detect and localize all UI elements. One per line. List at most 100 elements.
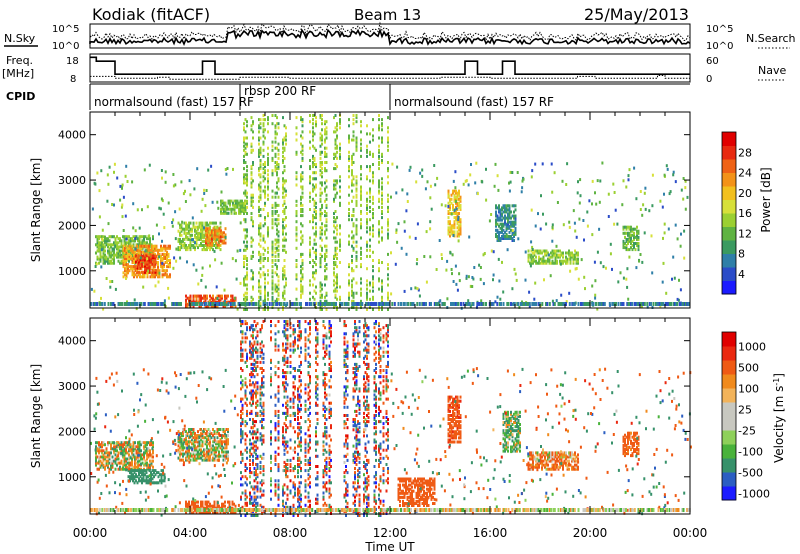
data-cell: [387, 144, 389, 148]
data-cell: [131, 461, 133, 465]
data-cell: [476, 302, 479, 306]
data-cell: [117, 253, 120, 257]
data-cell: [93, 181, 96, 185]
data-cell: [360, 287, 362, 291]
data-cell: [188, 237, 190, 241]
data-cell: [447, 230, 450, 234]
data-cell: [188, 246, 190, 250]
data-cell: [204, 452, 207, 456]
data-cell: [238, 211, 240, 215]
data-cell: [122, 248, 125, 252]
data-cell: [667, 227, 670, 231]
data-cell: [569, 255, 572, 259]
data-cell: [366, 293, 368, 297]
data-cell: [123, 235, 126, 239]
data-cell: [456, 288, 459, 292]
data-cell: [339, 242, 341, 246]
data-cell: [447, 210, 450, 213]
data-cell: [142, 479, 145, 483]
data-cell: [117, 467, 120, 471]
data-cell: [215, 432, 217, 436]
data-cell: [682, 177, 685, 180]
data-cell: [348, 201, 350, 205]
data-cell: [315, 116, 317, 120]
data-cell: [324, 214, 326, 218]
data-cell: [319, 193, 322, 197]
data-cell: [163, 246, 165, 250]
data-cell: [124, 246, 126, 250]
data-cell: [360, 210, 362, 213]
data-cell: [501, 237, 503, 240]
data-cell: [110, 461, 112, 465]
data-cell: [309, 177, 311, 181]
data-cell: [111, 235, 114, 239]
data-cell: [219, 446, 222, 450]
data-cell: [258, 126, 260, 130]
data-cell: [300, 265, 302, 269]
data-cell: [125, 241, 127, 245]
data-cell: [110, 243, 112, 247]
data-cell: [144, 445, 147, 449]
data-cell: [544, 251, 546, 255]
data-cell: [163, 473, 166, 477]
data-cell: [147, 463, 150, 467]
data-cell: [104, 241, 106, 245]
data-cell: [161, 269, 164, 273]
data-cell: [101, 451, 103, 455]
data-cell: [267, 187, 269, 191]
data-cell: [378, 287, 380, 291]
data-cell: [455, 210, 457, 213]
data-cell: [122, 271, 125, 275]
data-cell: [533, 251, 536, 255]
data-cell: [274, 246, 277, 250]
data-cell: [511, 239, 514, 242]
data-cell: [221, 450, 223, 454]
data-cell: [453, 197, 456, 201]
data-cell: [301, 289, 304, 293]
data-cell: [152, 237, 154, 241]
data-cell: [167, 201, 170, 205]
data-cell: [206, 450, 208, 454]
data-cell: [150, 258, 152, 262]
data-cell: [449, 212, 451, 215]
data-cell: [246, 181, 248, 185]
data-cell: [224, 241, 227, 245]
data-cell: [201, 450, 204, 454]
data-cell: [180, 440, 183, 444]
data-cell: [229, 207, 231, 211]
data-cell: [387, 161, 389, 164]
data-cell: [568, 225, 571, 229]
data-cell: [312, 197, 314, 201]
data-cell: [107, 453, 109, 457]
data-cell: [200, 304, 202, 308]
data-cell: [119, 253, 121, 257]
data-cell: [522, 302, 525, 306]
data-cell: [631, 248, 634, 252]
data-cell: [633, 237, 635, 241]
data-cell: [145, 262, 148, 266]
data-cell: [381, 297, 383, 301]
data-cell: [177, 229, 180, 233]
data-cell: [150, 260, 152, 264]
data-cell: [126, 465, 129, 469]
data-cell: [148, 163, 151, 167]
data-cell: [592, 302, 595, 306]
data-cell: [252, 222, 254, 226]
data-cell: [120, 447, 123, 451]
data-cell: [137, 248, 140, 252]
data-cell: [243, 283, 245, 287]
data-cell: [250, 144, 253, 148]
data-cell: [560, 302, 562, 306]
data-cell: [315, 216, 317, 220]
data-cell: [194, 436, 196, 440]
data-cell: [180, 180, 183, 184]
data-cell: [378, 197, 380, 201]
data-cell: [262, 118, 265, 122]
data-cell: [628, 225, 631, 229]
data-cell: [609, 252, 612, 256]
data-cell: [312, 161, 314, 164]
data-cell: [324, 199, 326, 203]
data-cell: [678, 302, 681, 306]
data-cell: [108, 249, 111, 253]
data-cell: [138, 241, 141, 245]
